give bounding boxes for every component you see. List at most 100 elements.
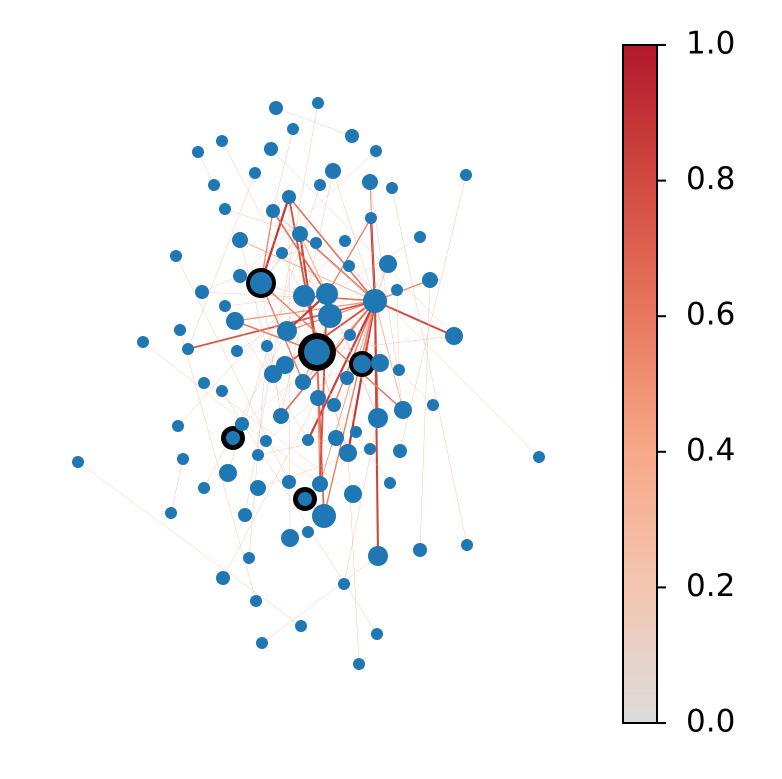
edge (197, 151, 215, 186)
node (353, 658, 365, 670)
node (216, 571, 230, 585)
edge (346, 377, 357, 433)
edge (333, 404, 391, 484)
edge (239, 239, 376, 302)
node (219, 300, 231, 312)
node (304, 339, 330, 365)
node (461, 539, 473, 551)
node (533, 451, 545, 463)
node (287, 123, 299, 135)
edge (281, 252, 434, 406)
edge (221, 140, 305, 297)
colorbar-ticks: 0.0 0.2 0.4 0.6 0.8 1.0 (657, 26, 735, 740)
edge (77, 461, 302, 627)
colorbar-tick-label: 0.0 (686, 704, 735, 740)
node (195, 285, 209, 299)
node (198, 482, 210, 494)
edge (244, 102, 319, 516)
node (264, 142, 278, 156)
node (231, 345, 243, 357)
node (339, 235, 351, 247)
edge (224, 208, 301, 235)
node (314, 179, 326, 191)
node (393, 364, 405, 376)
node (252, 449, 264, 461)
node (363, 289, 387, 313)
edge (179, 329, 257, 602)
colorbar-tick-label: 0.2 (686, 568, 735, 604)
colorbar-tick-label: 0.8 (686, 161, 735, 197)
node (391, 284, 403, 296)
colorbar-tick-label: 1.0 (686, 26, 735, 62)
edge (257, 437, 337, 456)
edge (177, 240, 346, 427)
node (310, 390, 326, 406)
node (345, 129, 359, 143)
node (325, 163, 341, 179)
node (338, 578, 350, 590)
node (216, 385, 228, 397)
node (282, 190, 296, 204)
node (293, 285, 315, 307)
node (379, 255, 397, 273)
node (182, 343, 194, 355)
edge (272, 128, 294, 212)
node (250, 595, 262, 607)
node (312, 97, 324, 109)
edge (419, 279, 431, 551)
node (208, 179, 220, 191)
node (137, 336, 149, 348)
node (340, 371, 354, 385)
node (362, 174, 378, 190)
node (266, 204, 280, 218)
edge (323, 300, 376, 517)
node (260, 435, 272, 447)
colorbar-tick-label: 0.4 (686, 432, 735, 468)
node (445, 327, 463, 345)
node (276, 247, 288, 259)
node (353, 355, 371, 373)
node (422, 272, 438, 288)
edge (201, 291, 376, 302)
edge (239, 150, 377, 277)
node (414, 231, 426, 243)
node (219, 464, 237, 482)
node (384, 477, 396, 489)
edge (201, 242, 317, 293)
node (302, 526, 314, 538)
node (393, 444, 407, 458)
node (170, 250, 182, 262)
node (256, 637, 268, 649)
edge (203, 330, 288, 489)
node (413, 543, 427, 557)
node (250, 480, 266, 496)
node (249, 167, 261, 179)
node (386, 182, 398, 194)
edge (187, 172, 256, 350)
edge (272, 210, 376, 302)
node (192, 146, 204, 158)
node (216, 135, 228, 147)
colorbar (622, 44, 658, 724)
node (238, 508, 252, 522)
node (364, 443, 376, 455)
edge (272, 210, 328, 295)
node (368, 408, 388, 428)
node (172, 420, 184, 432)
node (298, 492, 312, 506)
node (261, 340, 273, 352)
node (282, 475, 296, 489)
edge (370, 217, 376, 302)
edge (221, 390, 378, 635)
edge (261, 555, 379, 644)
edge (319, 300, 376, 485)
node (318, 304, 342, 328)
node (72, 456, 84, 468)
node (312, 476, 328, 492)
colorbar-tick-label: 0.6 (686, 297, 735, 333)
node (269, 101, 283, 115)
edge (170, 458, 184, 514)
edge (288, 196, 318, 353)
node (394, 401, 412, 419)
